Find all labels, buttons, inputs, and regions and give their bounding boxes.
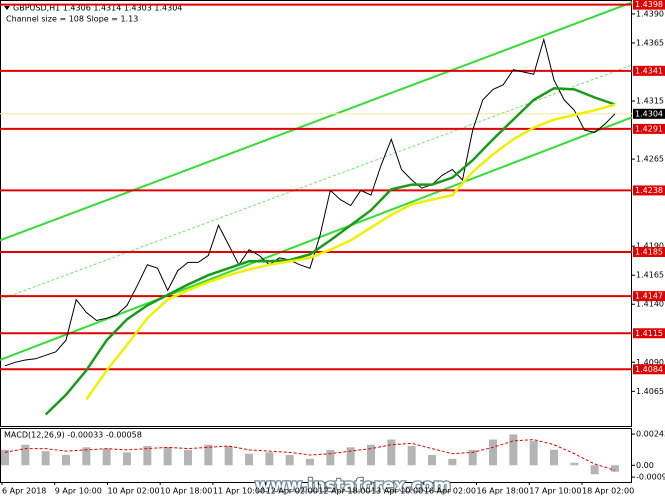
level-box — [633, 364, 665, 375]
x-tick-label: 12 Apr 02:00 — [266, 487, 318, 496]
y-tick-label: 1.4140 — [636, 300, 664, 309]
y-tick-label: 1.4365 — [636, 38, 664, 47]
level-label: 1.4291 — [635, 124, 663, 133]
macd-bar — [590, 465, 599, 475]
macd-bar — [245, 453, 253, 466]
macd-bar — [204, 444, 213, 466]
macd-bar — [123, 452, 131, 466]
current-price-box — [633, 108, 665, 119]
y-tick-label: 1.4315 — [636, 97, 664, 106]
macd-bar — [367, 444, 375, 466]
macd-bar — [102, 448, 111, 466]
macd-bar — [448, 458, 457, 466]
channel-line — [0, 1, 633, 242]
x-tick-label: 17 Apr 10:00 — [529, 487, 581, 496]
x-tick-label: 10 Apr 02:00 — [107, 487, 159, 496]
x-tick-label: 10 Apr 18:00 — [160, 487, 212, 496]
price-line — [4, 37, 616, 367]
y-tick-label: 1.4265 — [636, 155, 664, 164]
macd-bar — [1, 449, 9, 466]
macd-bar — [224, 446, 233, 466]
macd-bar — [346, 447, 355, 466]
macd-bar — [489, 439, 497, 466]
chart-title: GBPUSD,H1 1.4306 1.4314 1.4303 1.4304 — [13, 4, 182, 13]
macd-bar — [326, 449, 335, 466]
level-box — [633, 0, 665, 10]
x-tick-label: 9 Apr 10:00 — [55, 487, 102, 496]
level-box — [633, 123, 665, 134]
level-box — [633, 328, 665, 339]
macd-bar — [387, 439, 396, 466]
level-label: 1.4115 — [635, 329, 663, 338]
macd-bar — [21, 444, 30, 466]
level-box — [633, 246, 665, 257]
macd-bar — [509, 434, 518, 466]
channel-line — [0, 116, 633, 361]
macd-bar — [41, 451, 50, 466]
x-tick-label: 18 Apr 02:00 — [582, 487, 634, 496]
macd-bar — [611, 465, 619, 472]
macd-bar — [82, 447, 91, 466]
menu-icon — [4, 6, 10, 10]
macd-bar — [550, 449, 558, 466]
macd-bar — [163, 447, 172, 466]
macd-bar — [407, 446, 416, 466]
macd-tick-label: 0.00243 — [636, 430, 665, 439]
macd-bar — [428, 455, 436, 466]
moving-average — [85, 103, 616, 401]
x-tick-label: 16 Apr 02:00 — [424, 487, 476, 496]
x-tick-label: 13 Apr 10:00 — [371, 487, 423, 496]
level-label: 1.4147 — [635, 292, 663, 301]
y-tick-label: 1.4090 — [636, 358, 664, 367]
y-tick-label: 1.4190 — [636, 242, 664, 251]
x-tick-label: 6 Apr 2018 — [2, 487, 46, 496]
y-tick-label: 1.4165 — [636, 271, 664, 280]
macd-bar — [529, 440, 538, 466]
watermark: www.instaforex.com — [255, 476, 451, 496]
macd-tick-label: -0.00092 — [636, 473, 665, 482]
current-price-label: 1.4304 — [635, 109, 663, 118]
x-tick-label: 16 Apr 18:00 — [477, 487, 529, 496]
level-label: 1.4341 — [635, 66, 663, 75]
level-label: 1.4398 — [635, 0, 663, 9]
macd-bar — [62, 455, 70, 466]
level-box — [633, 291, 665, 302]
y-tick-label: 1.4065 — [636, 387, 664, 396]
macd-bar — [285, 455, 294, 466]
y-tick-label: 1.4390 — [636, 9, 664, 18]
macd-bar — [143, 446, 152, 466]
macd-bar — [306, 458, 314, 466]
macd-bar — [468, 449, 477, 466]
macd-signal — [4, 439, 616, 471]
level-label: 1.4238 — [635, 186, 663, 195]
level-box — [633, 185, 665, 196]
channel-line — [0, 64, 633, 301]
x-tick-label: 12 Apr 18:00 — [318, 487, 370, 496]
macd-tick-label: 0.00 — [636, 461, 654, 470]
level-box — [633, 65, 665, 76]
macd-bar — [570, 462, 579, 466]
macd-bar — [184, 449, 192, 466]
macd-title: MACD(12,26,9) -0.00033 -0.00058 — [4, 431, 142, 440]
level-label: 1.4084 — [635, 365, 663, 374]
x-tick-label: 11 Apr 10:00 — [213, 487, 265, 496]
moving-average — [44, 87, 616, 416]
chart-subtitle: Channel size = 108 Slope = 1.13 — [6, 15, 138, 24]
level-label: 1.4185 — [635, 247, 663, 256]
macd-bar — [265, 452, 274, 466]
